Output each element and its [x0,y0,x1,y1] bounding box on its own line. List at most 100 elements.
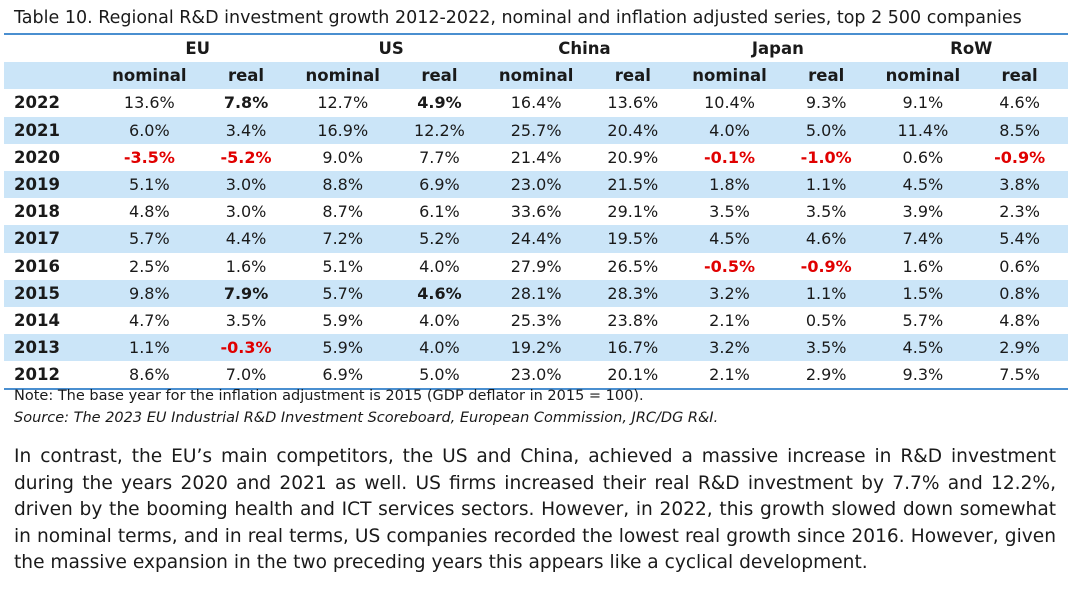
table-cell: -0.9% [800,256,852,276]
table-cell: 6.0% [101,116,198,144]
table-cell: 3.0% [225,202,267,222]
table-cell: 12.7% [317,93,369,113]
table-cell: -5.2% [220,147,272,167]
table-cell: 1.5% [874,279,972,307]
table-row: 2013 1.1% -0.3% 5.9% 4.0% 19.2% 16.7% 3.2% 3.5% 4… [4,334,1068,362]
table-cell: 7.4% [874,225,972,253]
table-cell: 0.6% [902,147,944,167]
table-row: 2019 5.1% 3.0% 8.8% 6.9% 23.0% 21.5% 1.8% 1.1% 4.… [4,170,1068,199]
table-cell: 4.6% [777,225,875,253]
series-header: real [777,62,875,90]
table-cell: 25.3% [510,310,562,330]
region-header-us: US [294,32,488,63]
table-cell: 7.2% [294,225,392,253]
table-cell: 6.1% [419,202,460,222]
table-cell: 7.0% [197,361,295,391]
table-cell: 20.1% [584,361,682,391]
table-cell: 29.1% [607,202,659,222]
series-header: nominal [101,62,198,90]
table-cell: 5.0% [777,116,875,144]
region-header-row: RoW [874,32,1068,63]
table-cell: 3.5% [777,334,875,362]
table-cell: 13.6% [607,93,659,113]
table-caption: Table 10. Regional R&D investment growth… [14,8,1022,28]
table-cell: 4.9% [417,93,462,113]
table-cell: 9.1% [902,93,944,113]
table-cell: 1.6% [902,256,944,276]
series-header-row: nominal real nominal real nominal real n… [4,62,1068,90]
table-cell: 16.7% [584,334,682,362]
series-header: nominal [874,62,972,90]
table-cell: 3.4% [197,116,295,144]
row-year: 2016 [14,256,60,276]
table-row: 2015 9.8% 7.9% 5.7% 4.6% 28.1% 28.3% 3.2% 1.1% 1.… [4,279,1068,307]
table-cell: 20.4% [584,116,682,144]
header-corner [4,32,101,63]
table-cell: 4.0% [419,256,460,276]
table-cell: 2.1% [681,361,778,391]
table-cell: 5.9% [294,334,392,362]
table-cell: 5.1% [322,256,364,276]
row-year: 2012 [4,361,101,391]
table-row: 2017 5.7% 4.4% 7.2% 5.2% 24.4% 19.5% 4.5% 4.6% 7.… [4,225,1068,253]
table-cell: 9.0% [322,147,364,167]
table-cell: 23.8% [607,310,659,330]
body-paragraph: In contrast, the EU’s main competitors, … [14,446,1056,573]
table-row: 2016 2.5% 1.6% 5.1% 4.0% 27.9% 26.5% -0.5% -0.9%… [4,253,1068,280]
table-cell: 20.9% [607,147,659,167]
table-cell: -0.9% [994,147,1046,167]
table-cell: 5.0% [391,361,488,391]
table-row: 2020 -3.5% -5.2% 9.0% 7.7% 21.4% 20.9% -0.1% -1.… [4,144,1068,171]
table-cell: 5.4% [971,225,1068,253]
table-cell: 8.6% [101,361,198,391]
table-cell: 5.1% [101,170,198,199]
table-cell: 24.4% [487,225,585,253]
table-cell: 10.4% [704,93,755,113]
table-cell: 8.7% [322,202,364,222]
row-year: 2017 [4,225,101,253]
table-row: 2021 6.0% 3.4% 16.9% 12.2% 25.7% 20.4% 4.0% 5.0%… [4,116,1068,144]
table-cell: 8.8% [294,170,392,199]
table-cell: 4.5% [874,334,972,362]
growth-table: EU US China Japan RoW nominal real nomin… [4,32,1068,391]
table-cell: 5.7% [101,225,198,253]
region-header-japan: Japan [681,32,875,63]
series-header: real [584,62,682,90]
table-cell: 28.3% [584,279,682,307]
row-year: 2018 [14,202,60,222]
table-cell: 21.4% [510,147,562,167]
table-cell: 4.7% [129,310,170,330]
table-cell: 5.7% [294,279,392,307]
series-header: real [391,62,488,90]
table-cell: 23.0% [487,170,585,199]
table-cell: 19.5% [584,225,682,253]
row-year: 2013 [4,334,101,362]
table-cell: 9.8% [101,279,198,307]
table-cell: 3.5% [805,202,847,222]
row-year: 2021 [4,116,101,144]
series-header: nominal [681,62,778,90]
table-row: 2012 8.6% 7.0% 6.9% 5.0% 23.0% 20.1% 2.1% 2.9% 9.… [4,361,1068,391]
table-cell: 1.1% [101,334,198,362]
table-source: Source: The 2023 EU Industrial R&D Inves… [14,410,719,426]
region-header-row: EU US China Japan RoW [4,32,1068,63]
table-cell: 11.4% [874,116,972,144]
table-cell: 33.6% [510,202,562,222]
series-header: nominal [294,62,392,90]
table-row: 2014 4.7% 3.5% 5.9% 4.0% 25.3% 23.8% 2.1% 0.5% 5.… [4,307,1068,334]
table-cell: 9.3% [805,93,847,113]
table-cell: 3.2% [681,279,778,307]
region-header-eu: EU [101,32,295,63]
table-cell: 28.1% [487,279,585,307]
row-year: 2020 [14,147,60,167]
table-cell: -3.5% [123,147,175,167]
table-body: 2022 13.6% 7.8% 12.7% 4.9% 16.4% 13.6% 10.4% 9.3… [4,89,1068,391]
table-row: 2022 13.6% 7.8% 12.7% 4.9% 16.4% 13.6% 10.4% 9.3… [4,89,1068,116]
table-cell: 4.5% [681,225,778,253]
table-cell: 0.5% [805,310,847,330]
table-cell: 1.6% [225,256,267,276]
table-cell: 1.1% [777,170,875,199]
table-cell: 4.4% [197,225,295,253]
table-cell: 0.6% [999,256,1040,276]
